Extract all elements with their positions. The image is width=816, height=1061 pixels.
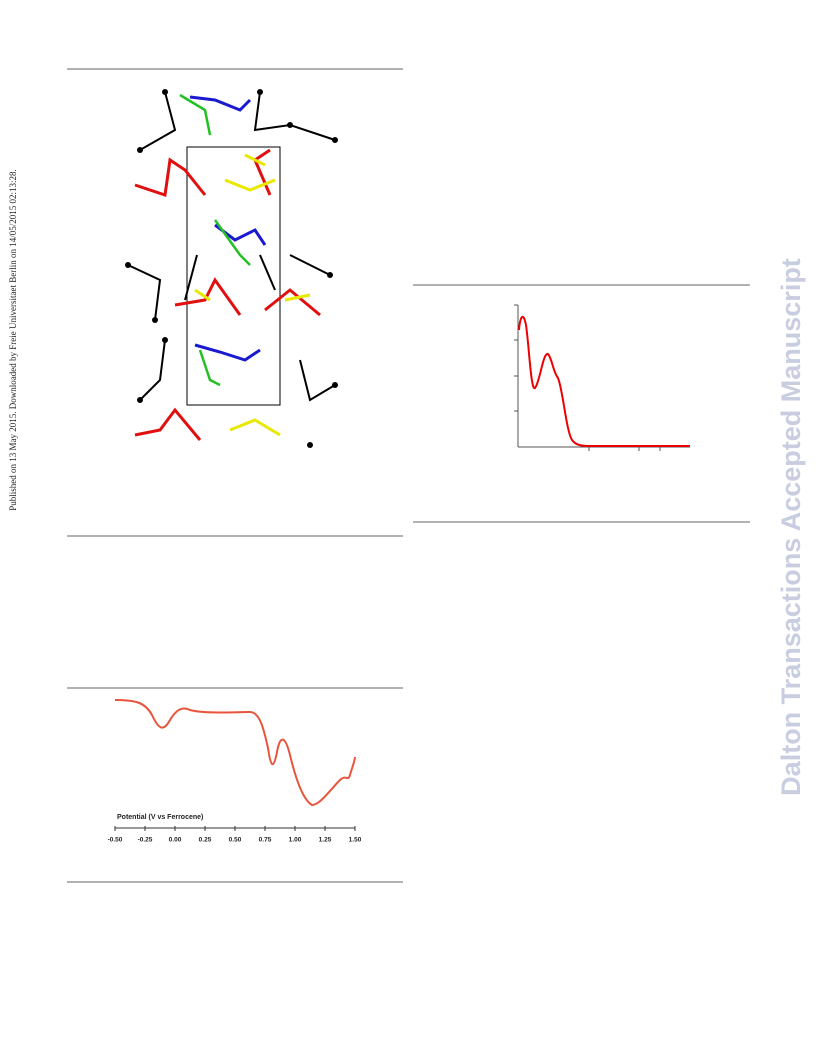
x-tick-label: 0.50	[229, 837, 242, 844]
sidebar-note: Published on 13 May 2015. Downloaded by …	[8, 169, 18, 510]
axis-title: Potential (V vs Ferrocene)	[117, 814, 203, 821]
x-tick-label: 1.00	[289, 837, 302, 844]
rules	[67, 68, 750, 883]
x-tick-label: 1.50	[349, 837, 362, 844]
crystal-structure	[125, 89, 338, 448]
x-tick-label: 0.25	[199, 837, 212, 844]
watermark: Dalton Transactions Accepted Manuscript	[776, 258, 806, 796]
x-tick-label: -0.25	[138, 837, 153, 844]
x-tick-label: 0.00	[169, 837, 182, 844]
x-tick-label: 1.25	[319, 837, 332, 844]
x-tick-label: -0.50	[108, 837, 123, 844]
cv-plot: Potential (V vs Ferrocene) -0.50 -0.25 0.0…	[108, 699, 362, 844]
uv-vis-plot	[514, 304, 690, 451]
x-tick-label: 0.75	[259, 837, 272, 844]
